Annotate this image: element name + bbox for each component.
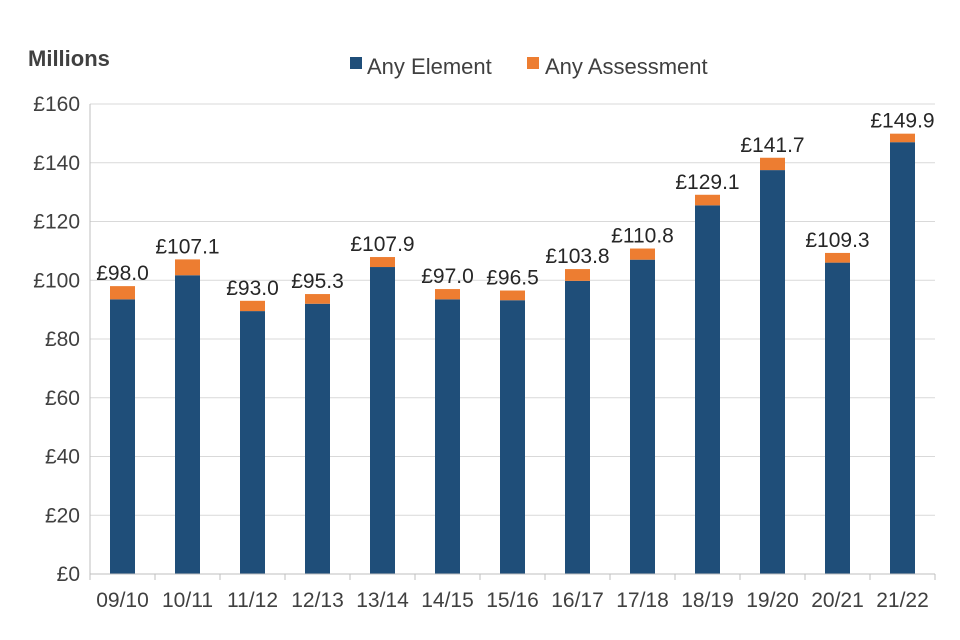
x-tick-labels: 09/10 10/11 11/12 12/13 13/14 14/15 15/16 16/17…: [96, 589, 929, 612]
bar-any-assessment: [760, 157, 785, 171]
y-tick-labels: £0 £20 £40 £60 £80 £100 £120 £140 £160: [33, 93, 80, 586]
bar-any-element: [435, 299, 460, 574]
x-tick-label: 10/11: [162, 589, 213, 612]
axes: [89, 104, 936, 580]
bar-any-assessment: [110, 286, 135, 300]
x-tick-label: 17/18: [616, 589, 669, 612]
bar-any-assessment: [240, 300, 265, 312]
x-tick-label: 20/21: [811, 589, 864, 612]
y-axis-label: Millions: [28, 46, 110, 71]
bar-any-assessment: [695, 194, 720, 206]
bar-any-assessment: [175, 259, 200, 276]
y-tick-label: £160: [33, 93, 80, 116]
bar-any-assessment: [305, 294, 330, 304]
y-tick-label: £80: [45, 328, 80, 351]
x-tick-label: 16/17: [551, 589, 604, 612]
bar-any-element: [630, 259, 655, 574]
data-label-total: £107.9: [350, 233, 414, 256]
data-label-total: £141.7: [740, 134, 804, 157]
data-label-total: £107.1: [155, 235, 219, 258]
data-label-total: £97.0: [421, 265, 474, 288]
data-label-total: £149.9: [870, 110, 934, 133]
x-tick-label: 15/16: [486, 589, 539, 612]
bar-any-element: [370, 267, 395, 574]
bar-any-assessment: [890, 133, 915, 143]
y-tick-label: £120: [33, 211, 80, 234]
bar-any-assessment: [435, 289, 460, 300]
bar-any-element: [890, 142, 915, 574]
x-tick-label: 18/19: [681, 589, 734, 612]
bar-any-assessment: [630, 248, 655, 260]
bar-any-element: [695, 205, 720, 574]
bar-any-element: [760, 170, 785, 574]
data-labels: £98.0 £107.1 £93.0 £95.3 £107.9 £97.0 £96.5 £10…: [96, 110, 934, 300]
bar-any-assessment: [500, 290, 525, 301]
bar-any-element: [825, 262, 850, 574]
data-label-total: £110.8: [611, 225, 674, 248]
bar-any-element: [565, 280, 590, 574]
y-tick-label: £40: [45, 446, 80, 469]
data-label-total: £95.3: [291, 270, 344, 293]
x-tick-label: 21/22: [876, 589, 929, 612]
legend: Any Element Any Assessment: [350, 54, 708, 79]
y-tick-label: £100: [33, 269, 80, 292]
y-tick-label: £140: [33, 152, 80, 175]
y-tick-label: £0: [57, 563, 80, 586]
bar-any-assessment: [370, 257, 395, 268]
bar-any-element: [110, 299, 135, 574]
y-tick-label: £20: [45, 504, 80, 527]
bar-any-element: [500, 300, 525, 574]
bar-any-element: [175, 275, 200, 574]
x-tick-label: 11/12: [227, 589, 278, 612]
legend-swatch-any-element: [350, 57, 362, 69]
bar-any-assessment: [825, 252, 850, 263]
data-label-total: £129.1: [675, 171, 739, 194]
bar-any-element: [240, 311, 265, 574]
x-tick-label: 14/15: [421, 589, 474, 612]
bars: [110, 133, 915, 574]
legend-label-any-element: Any Element: [367, 54, 492, 79]
data-label-total: £98.0: [96, 262, 149, 285]
y-tick-label: £60: [45, 387, 80, 410]
x-tick-label: 13/14: [356, 589, 409, 612]
data-label-total: £109.3: [805, 229, 869, 252]
data-label-total: £93.0: [226, 277, 279, 300]
legend-label-any-assessment: Any Assessment: [545, 54, 708, 79]
x-tick-label: 12/13: [291, 589, 344, 612]
legend-swatch-any-assessment: [527, 57, 539, 69]
data-label-total: £96.5: [486, 267, 539, 290]
data-label-total: £103.8: [545, 245, 609, 268]
bar-any-element: [305, 303, 330, 574]
x-tick-label: 19/20: [746, 589, 799, 612]
x-tick-label: 09/10: [96, 589, 149, 612]
bar-any-assessment: [565, 269, 590, 281]
